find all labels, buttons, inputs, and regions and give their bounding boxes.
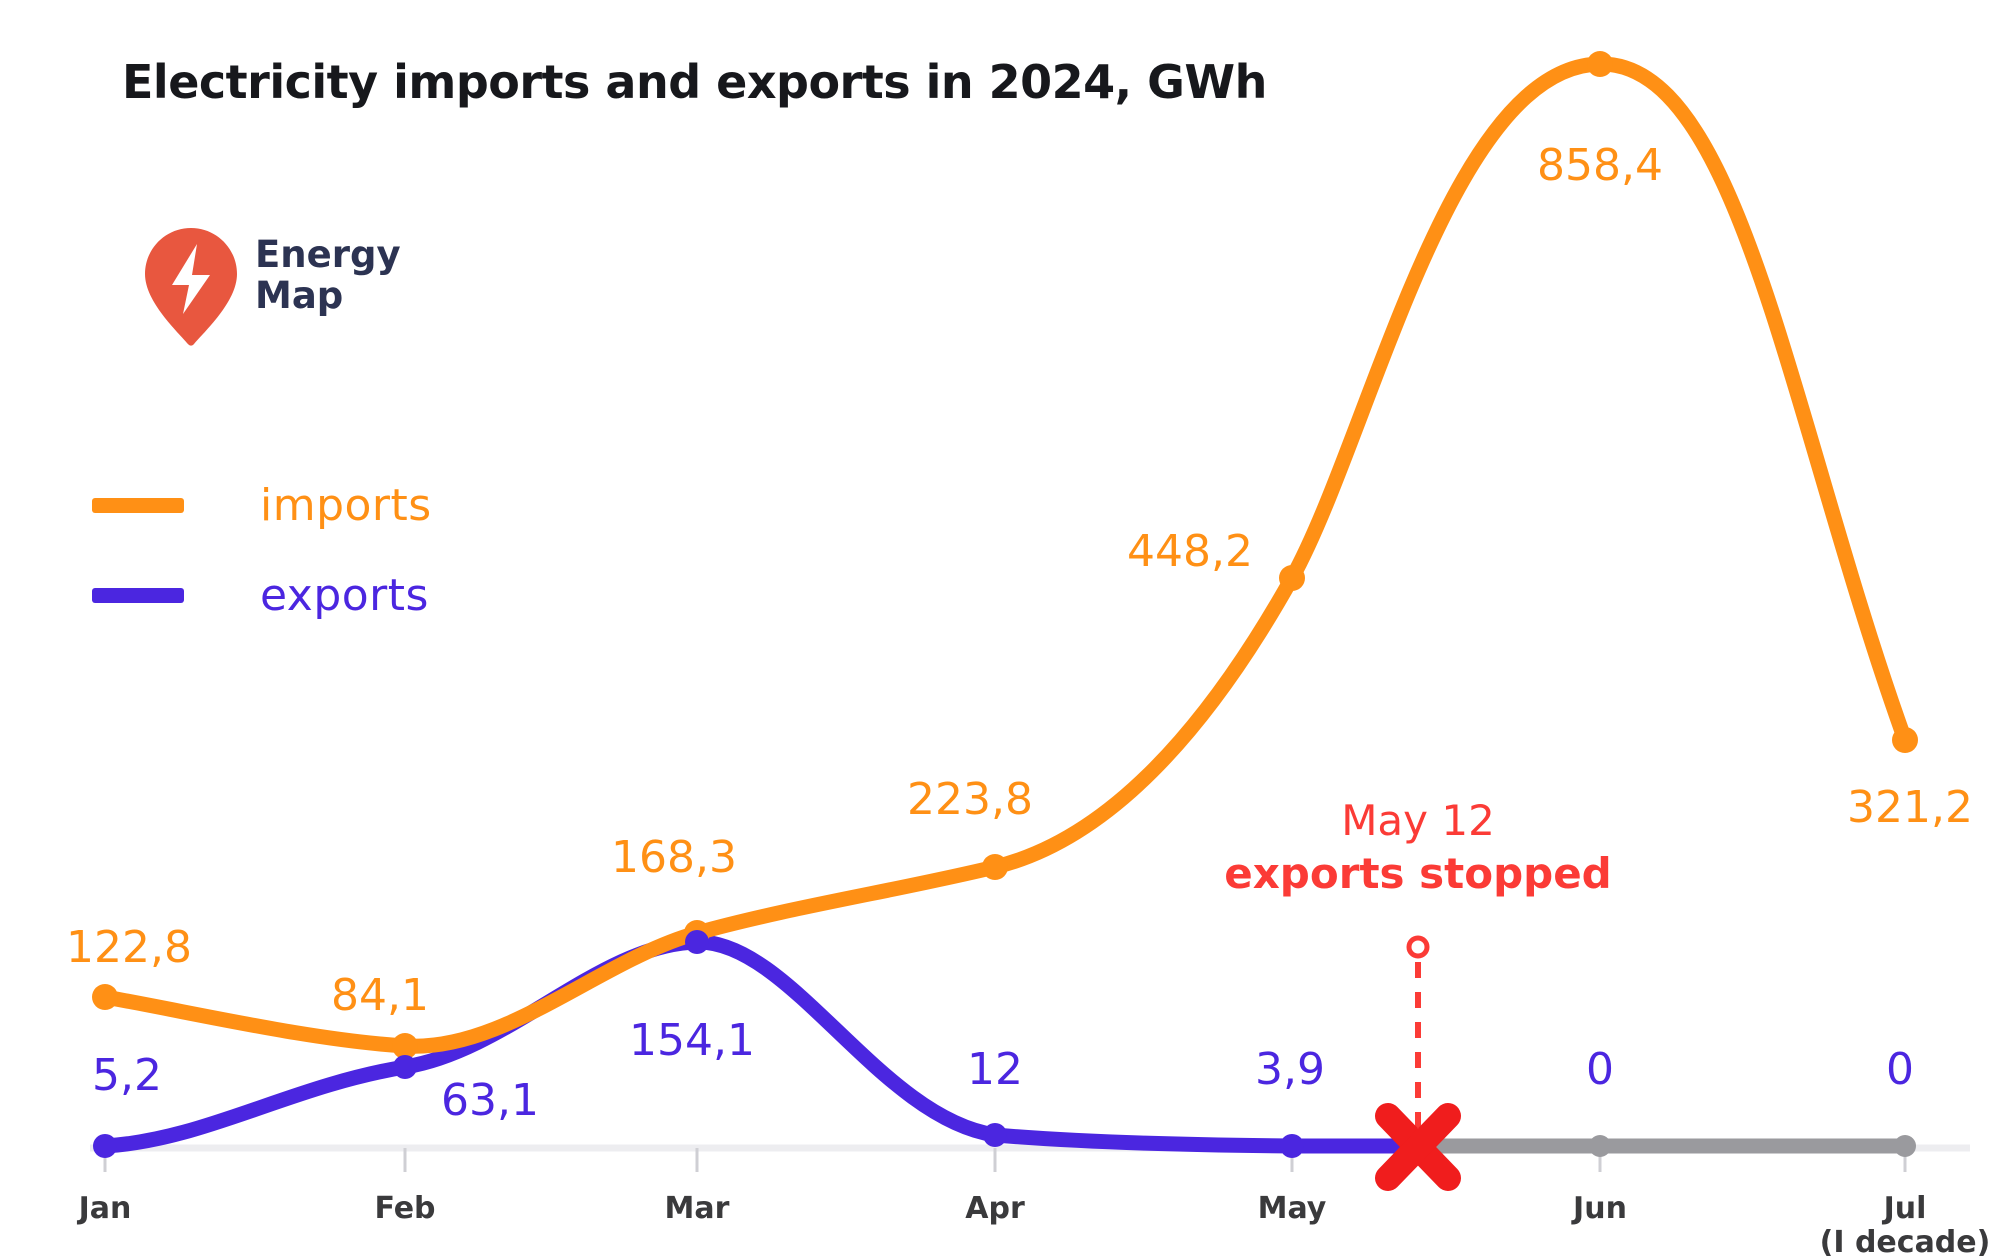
brand-name: Energy Map [255, 233, 401, 318]
imports-label-jul: 321,2 [1847, 782, 1973, 833]
exports-point-may [1280, 1134, 1304, 1158]
exports-label-jan: 5,2 [92, 1050, 162, 1101]
imports-points [92, 51, 1918, 1059]
imports-label-apr: 223,8 [907, 774, 1033, 825]
axis-label-may: May [1258, 1191, 1327, 1226]
exports-line [97, 934, 1428, 1154]
exports-point-mar [685, 930, 709, 954]
annotation-anchor-dot [1406, 935, 1430, 959]
axis-label-jun: Jun [1571, 1191, 1627, 1226]
legend-label-imports: imports [260, 479, 432, 531]
exports-label-apr: 12 [967, 1044, 1023, 1095]
imports-point-jan [92, 984, 118, 1010]
exports-point-apr [983, 1123, 1007, 1147]
imports-label-feb: 84,1 [331, 970, 429, 1021]
exports-point-jul [1894, 1135, 1916, 1157]
red-x-icon [1375, 1103, 1461, 1191]
exports-label-may: 3,9 [1255, 1044, 1325, 1095]
legend-item-imports[interactable]: imports [92, 460, 432, 550]
exports-point-jun [1589, 1135, 1611, 1157]
axis-label-jan: Jan [77, 1191, 132, 1226]
imports-label-jun: 858,4 [1537, 140, 1663, 191]
imports-point-feb [392, 1033, 418, 1059]
exports-label-feb: 63,1 [441, 1075, 539, 1126]
exports-point-feb [393, 1055, 417, 1079]
annotation-text: exports stopped [1224, 849, 1612, 898]
chart-legend: imports exports [92, 460, 432, 640]
axis-label-feb: Feb [374, 1191, 435, 1226]
imports-point-may [1279, 565, 1305, 591]
imports-point-jun [1587, 51, 1613, 77]
exports-label-jun: 0 [1586, 1044, 1614, 1095]
imports-line [97, 56, 1913, 1054]
legend-swatch-exports [92, 587, 184, 603]
imports-point-apr [982, 854, 1008, 880]
imports-point-jul [1892, 727, 1918, 753]
imports-label-mar: 168,3 [611, 832, 737, 883]
exports-points [93, 930, 1304, 1158]
exports-label-jul: 0 [1886, 1044, 1914, 1095]
axis-label-mar: Mar [665, 1191, 730, 1226]
legend-item-exports[interactable]: exports [92, 550, 432, 640]
imports-label-may: 448,2 [1127, 526, 1253, 577]
exports-label-mar: 154,1 [629, 1015, 755, 1066]
axis-label-jul-sub: (I decade) [1820, 1225, 1991, 1260]
map-pin-lightning-icon [145, 228, 237, 346]
axis-label-jul: Jul [1882, 1191, 1927, 1226]
annotation-date: May 12 [1341, 796, 1495, 845]
brand-logo: Energy Map [145, 228, 425, 348]
exports-stopped-annotation: May 12 exports stopped [1224, 796, 1612, 1191]
imports-label-jan: 122,8 [66, 922, 192, 973]
legend-label-exports: exports [260, 569, 429, 621]
page-title: Electricity imports and exports in 2024,… [122, 55, 1267, 109]
axis-label-apr: Apr [965, 1191, 1025, 1226]
exports-point-jan [93, 1134, 117, 1158]
legend-swatch-imports [92, 497, 184, 513]
